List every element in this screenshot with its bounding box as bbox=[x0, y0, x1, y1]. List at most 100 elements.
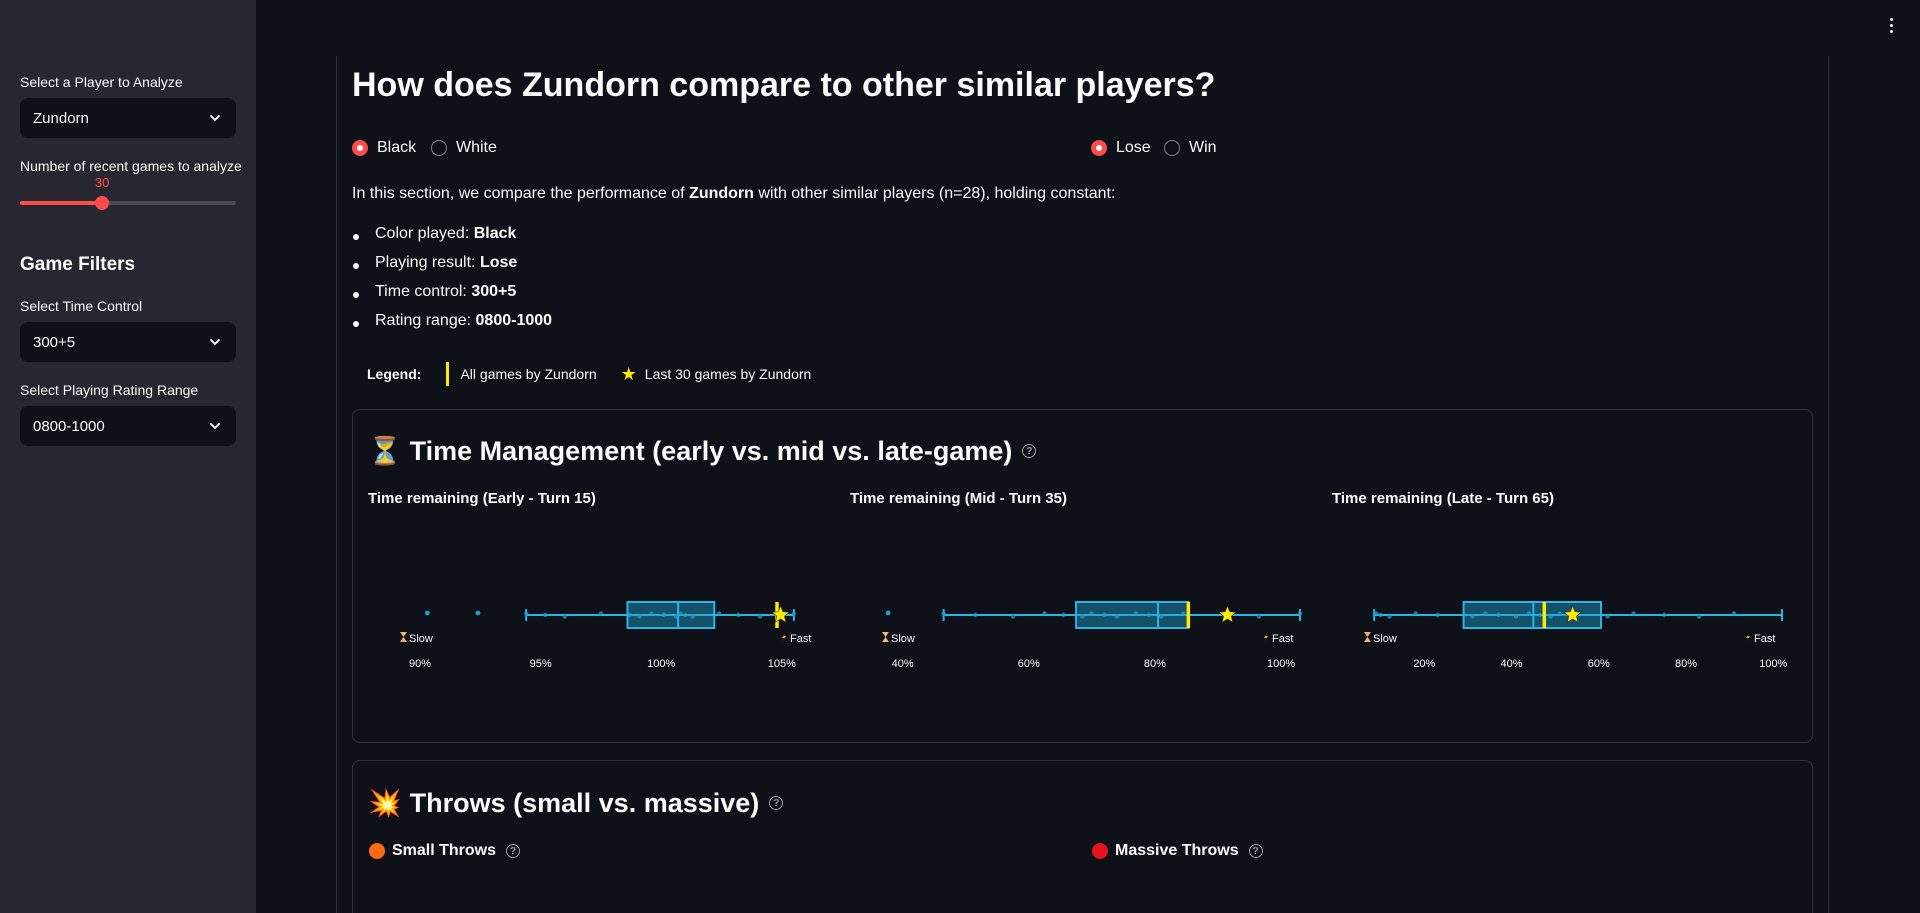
iqr-box bbox=[1075, 601, 1190, 629]
data-point bbox=[716, 611, 722, 616]
slow-label: Slow bbox=[1373, 633, 1397, 645]
data-point bbox=[1557, 611, 1562, 616]
games-slider[interactable]: 30 bbox=[20, 175, 236, 210]
time-control-label: Select Time Control bbox=[20, 298, 143, 314]
data-point bbox=[1413, 611, 1418, 616]
radio-color-white[interactable]: White bbox=[431, 139, 497, 157]
radio-result-lose-label: Lose bbox=[1116, 139, 1151, 156]
radio-result-win-label: Win bbox=[1189, 139, 1217, 156]
lightning-icon bbox=[1746, 632, 1750, 642]
data-point bbox=[562, 614, 567, 619]
list-item: Time control: 300+5 bbox=[352, 283, 552, 312]
chart-title-mid: Time remaining (Mid - Turn 35) bbox=[850, 490, 1067, 507]
data-point bbox=[1605, 614, 1610, 619]
data-point bbox=[1483, 611, 1488, 616]
data-point bbox=[1080, 614, 1085, 619]
iqr-box bbox=[626, 601, 716, 629]
throws-title-text: Throws (small vs. massive) bbox=[409, 787, 760, 818]
data-point bbox=[1133, 611, 1139, 616]
data-point bbox=[1297, 611, 1303, 616]
radio-result-lose[interactable]: Lose bbox=[1091, 139, 1151, 157]
radio-dot-selected bbox=[352, 140, 368, 156]
data-point bbox=[690, 614, 695, 619]
data-point bbox=[678, 611, 683, 616]
player-select[interactable]: Zundorn bbox=[20, 98, 236, 138]
radio-result-win[interactable]: Win bbox=[1164, 139, 1217, 157]
box-plot-late: Slow Fast 20% 40% 60% 80% 100% bbox=[1364, 601, 1788, 670]
x-tick-label: 100% bbox=[1759, 658, 1787, 670]
legend-all-games-text: All games by Zundorn bbox=[460, 366, 597, 382]
small-throws-label: Small Throws ? bbox=[369, 842, 521, 860]
data-point bbox=[1010, 614, 1016, 619]
data-point bbox=[637, 614, 642, 619]
data-point bbox=[1435, 612, 1440, 618]
radio-color-black[interactable]: Black bbox=[352, 139, 416, 157]
rating-range-label: Select Playing Rating Range bbox=[20, 382, 199, 398]
fast-label: Fast bbox=[1272, 633, 1293, 645]
data-point bbox=[1496, 612, 1501, 618]
help-icon[interactable]: ? bbox=[769, 796, 784, 810]
games-slider-label: Number of recent games to analyze bbox=[20, 158, 242, 174]
chevron-down-icon bbox=[210, 115, 220, 121]
radio-color-white-label: White bbox=[456, 139, 497, 156]
data-point bbox=[1537, 612, 1543, 618]
data-point bbox=[1470, 614, 1475, 619]
legend: Legend: All games by Zundorn ★ Last 30 g… bbox=[367, 362, 811, 386]
time-control-select[interactable]: 300+5 bbox=[20, 322, 236, 362]
data-point bbox=[1061, 612, 1066, 618]
intro-player: Zundorn bbox=[689, 185, 754, 202]
x-tick-label: 40% bbox=[1501, 658, 1523, 670]
data-point bbox=[791, 611, 797, 616]
intro-text: In this section, we compare the performa… bbox=[352, 185, 1115, 203]
data-point bbox=[627, 612, 633, 618]
list-item: Playing result: Lose bbox=[352, 254, 552, 283]
data-point bbox=[972, 612, 978, 618]
chevron-down-icon bbox=[210, 339, 220, 345]
radio-dot-selected bbox=[1091, 140, 1107, 156]
data-point bbox=[1256, 614, 1262, 619]
help-icon[interactable]: ? bbox=[1248, 844, 1263, 858]
hourglass-icon bbox=[1364, 632, 1371, 642]
radio-dot bbox=[431, 140, 447, 156]
data-point bbox=[661, 612, 666, 618]
chevron-down-icon bbox=[210, 423, 220, 429]
data-point bbox=[1631, 611, 1636, 616]
data-point bbox=[1042, 611, 1047, 616]
game-filters-heading: Game Filters bbox=[20, 254, 136, 275]
help-icon[interactable]: ? bbox=[1022, 444, 1037, 458]
data-point bbox=[1089, 611, 1095, 616]
last-games-star bbox=[1218, 605, 1237, 623]
rating-range-value: 0800-1000 bbox=[33, 417, 105, 435]
legend-label: Legend: bbox=[367, 366, 422, 382]
help-icon[interactable]: ? bbox=[506, 844, 521, 858]
lightning-icon bbox=[1264, 632, 1268, 642]
chart-title-early: Time remaining (Early - Turn 15) bbox=[368, 490, 596, 507]
radio-color-black-label: Black bbox=[377, 139, 417, 156]
fast-label: Fast bbox=[790, 633, 811, 645]
player-select-value: Zundorn bbox=[33, 109, 89, 127]
iqr-box bbox=[1462, 601, 1602, 629]
x-tick-label: 95% bbox=[530, 658, 552, 670]
slow-label: Slow bbox=[891, 633, 915, 645]
intro-prefix: In this section, we compare the performa… bbox=[352, 185, 690, 202]
small-throws-dot bbox=[369, 843, 385, 859]
fast-label: Fast bbox=[1754, 633, 1775, 645]
x-tick-label: 105% bbox=[768, 658, 796, 670]
list-item: Color played: Black bbox=[352, 225, 552, 254]
main-menu-button[interactable] bbox=[1884, 14, 1898, 36]
throws-card bbox=[352, 760, 1813, 913]
time-control-value: 300+5 bbox=[33, 333, 76, 351]
games-slider-thumb[interactable] bbox=[95, 196, 110, 210]
data-point bbox=[543, 612, 548, 618]
data-point bbox=[1159, 614, 1164, 619]
legend-all-games-marker bbox=[446, 362, 450, 386]
intro-suffix: with other similar players (n=28), holdi… bbox=[753, 185, 1116, 202]
box-plot-early: Slow Fast 90% 95% 100% 105% bbox=[400, 601, 811, 670]
data-point bbox=[1731, 611, 1737, 616]
games-slider-fill bbox=[20, 201, 103, 205]
outlier-point bbox=[475, 610, 481, 616]
rating-range-select[interactable]: 0800-1000 bbox=[20, 406, 236, 446]
data-point bbox=[1114, 614, 1120, 619]
massive-throws-text: Massive Throws bbox=[1115, 842, 1239, 859]
data-point bbox=[1513, 614, 1519, 619]
